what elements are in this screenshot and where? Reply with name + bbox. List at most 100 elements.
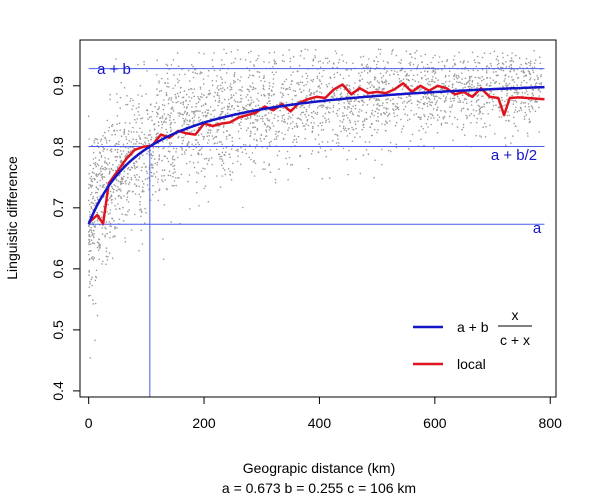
scatter-point	[223, 169, 226, 171]
scatter-point	[527, 103, 530, 105]
scatter-point	[88, 274, 90, 276]
scatter-point	[182, 96, 185, 99]
scatter-point	[203, 187, 205, 190]
scatter-point	[420, 55, 422, 57]
scatter-point	[227, 98, 230, 101]
scatter-point	[301, 81, 304, 84]
scatter-point	[529, 110, 531, 113]
scatter-point	[308, 106, 310, 108]
scatter-point	[221, 59, 223, 61]
scatter-point	[287, 93, 290, 96]
scatter-point	[91, 257, 93, 260]
scatter-point	[124, 241, 127, 243]
scatter-point	[471, 51, 474, 54]
scatter-point	[138, 103, 140, 105]
scatter-point	[106, 211, 108, 213]
scatter-point	[91, 233, 94, 235]
scatter-point	[211, 59, 214, 61]
scatter-point	[143, 162, 145, 165]
scatter-point	[285, 88, 287, 91]
scatter-point	[157, 146, 160, 149]
scatter-point	[94, 339, 96, 342]
scatter-point	[98, 243, 101, 246]
scatter-point	[206, 163, 209, 165]
scatter-point	[294, 90, 297, 92]
scatter-point	[233, 108, 235, 110]
scatter-point	[432, 108, 435, 110]
scatter-point	[393, 103, 395, 105]
scatter-point	[182, 102, 184, 104]
scatter-point	[277, 119, 279, 122]
scatter-point	[351, 112, 354, 115]
scatter-point	[501, 52, 504, 54]
scatter-point	[126, 199, 128, 201]
scatter-point	[427, 116, 430, 118]
scatter-point	[321, 177, 324, 180]
scatter-point	[481, 68, 484, 71]
scatter-point	[203, 175, 206, 178]
scatter-point	[443, 64, 446, 67]
scatter-point	[506, 95, 508, 97]
scatter-point	[135, 184, 138, 187]
scatter-point	[375, 88, 377, 91]
scatter-point	[310, 99, 313, 102]
scatter-point	[166, 188, 168, 191]
scatter-point	[194, 139, 197, 141]
scatter-point	[166, 64, 169, 67]
scatter-point	[511, 94, 513, 97]
scatter-point	[141, 166, 143, 168]
scatter-point	[410, 84, 412, 87]
scatter-point	[196, 181, 198, 183]
scatter-point	[178, 79, 180, 82]
scatter-point	[345, 69, 347, 71]
scatter-point	[282, 107, 285, 109]
scatter-point	[479, 77, 481, 79]
scatter-point	[452, 97, 454, 100]
scatter-point	[489, 52, 492, 55]
scatter-point	[125, 103, 127, 106]
scatter-point	[158, 107, 160, 110]
scatter-point	[381, 163, 383, 166]
scatter-point	[423, 113, 425, 116]
scatter-point	[161, 103, 164, 106]
scatter-point	[226, 72, 228, 74]
scatter-point	[90, 201, 93, 204]
scatter-point	[401, 128, 404, 130]
scatter-point	[409, 53, 411, 55]
scatter-point	[337, 61, 340, 64]
scatter-point	[299, 55, 302, 57]
scatter-point	[141, 191, 143, 193]
scatter-point	[325, 155, 328, 158]
scatter-point	[268, 164, 271, 167]
scatter-point	[105, 247, 108, 249]
scatter-point	[352, 87, 355, 89]
scatter-point	[389, 99, 392, 102]
scatter-point	[413, 114, 415, 116]
scatter-point	[256, 115, 259, 117]
scatter-point	[414, 51, 416, 54]
scatter-point	[140, 229, 142, 232]
scatter-point	[156, 181, 159, 183]
scatter-point	[126, 196, 129, 198]
scatter-point	[120, 183, 122, 186]
scatter-point	[143, 133, 146, 136]
scatter-point	[232, 94, 235, 97]
scatter-point	[365, 111, 368, 114]
scatter-point	[443, 83, 445, 85]
scatter-point	[493, 50, 496, 53]
scatter-point	[540, 75, 542, 78]
scatter-point	[122, 182, 124, 185]
scatter-point	[96, 196, 99, 199]
scatter-point	[458, 51, 460, 54]
scatter-point	[386, 121, 388, 124]
scatter-point	[188, 88, 190, 91]
scatter-point	[529, 100, 531, 102]
scatter-point	[434, 103, 437, 106]
scatter-point	[112, 191, 115, 193]
scatter-point	[180, 86, 182, 89]
scatter-point	[530, 60, 532, 62]
scatter-point	[216, 75, 218, 77]
scatter-point	[397, 73, 399, 76]
y-tick-label: 0.4	[50, 381, 66, 401]
scatter-point	[98, 159, 100, 161]
